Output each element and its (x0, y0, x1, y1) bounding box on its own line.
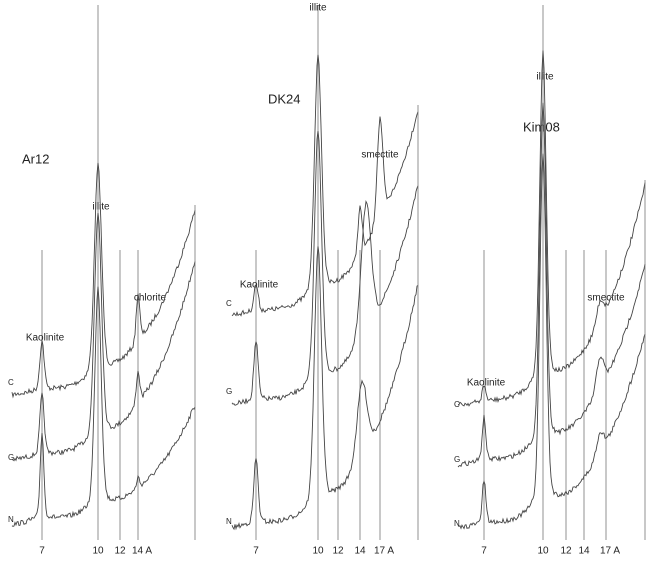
panel-title: Ar12 (22, 151, 49, 166)
peak-label: Kaolinite (467, 378, 506, 389)
curve-label: C (8, 378, 14, 387)
diffractogram-curve (231, 54, 419, 317)
x-tick-label: 10 (312, 546, 324, 557)
curve-label: N (226, 517, 232, 526)
x-tick-label: 7 (39, 546, 45, 557)
peak-label: chlorite (134, 293, 167, 304)
x-tick-label: 14 (578, 546, 590, 557)
curve-label: N (8, 515, 14, 524)
x-tick-label: 17 A (374, 546, 394, 557)
x-tick-label: 17 A (600, 546, 620, 557)
diffractogram-curve (231, 130, 419, 406)
curve-label: C (454, 400, 460, 409)
diffractogram-curve (11, 162, 196, 399)
peak-label: illite (92, 202, 110, 213)
x-tick-label: 12 (560, 546, 572, 557)
curve-label: C (226, 299, 232, 308)
x-tick-label: 12 (332, 546, 344, 557)
peak-label: Kaolinite (240, 280, 279, 291)
x-tick-label: 7 (253, 546, 259, 557)
x-tick-label: 10 (537, 546, 549, 557)
x-tick-label: 14 A (132, 546, 152, 557)
x-tick-label: 12 (114, 546, 126, 557)
curve-label: G (8, 453, 14, 462)
peak-label: smectite (361, 150, 399, 161)
panel-title: DK24 (268, 91, 301, 106)
x-tick-label: 7 (481, 546, 487, 557)
x-tick-label: 10 (92, 546, 104, 557)
peak-label: illite (309, 3, 327, 14)
diffractogram-curve (11, 212, 196, 462)
diffractogram-curve (11, 286, 196, 527)
diffractogram-curve (457, 50, 646, 407)
peak-label: smectite (587, 293, 625, 304)
diffractogram-curve (231, 246, 419, 531)
panel-title: Kim08 (523, 119, 560, 134)
curve-label: G (226, 387, 232, 396)
curve-label: G (454, 455, 460, 464)
diffractogram-curve (457, 102, 646, 468)
peak-label: illite (536, 72, 554, 83)
curve-label: N (454, 519, 460, 528)
diffractogram-curve (457, 153, 646, 530)
peak-label: Kaolinite (26, 333, 65, 344)
x-tick-label: 14 (354, 546, 366, 557)
